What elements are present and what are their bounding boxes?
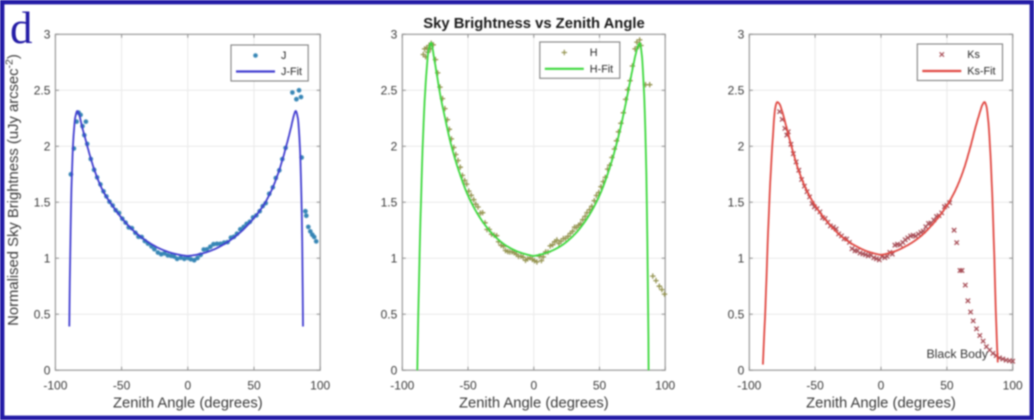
svg-text:1.5: 1.5	[728, 196, 745, 210]
svg-text:2: 2	[44, 140, 51, 154]
svg-text:Normalised Sky Brightness (uJy: Normalised Sky Brightness (uJy arcsec-2)	[4, 54, 22, 326]
svg-text:Zenith Angle (degrees): Zenith Angle (degrees)	[806, 396, 956, 412]
svg-text:Zenith Angle (degrees): Zenith Angle (degrees)	[113, 396, 263, 412]
svg-text:0.5: 0.5	[34, 308, 51, 322]
svg-text:50: 50	[247, 379, 261, 393]
svg-text:100: 100	[310, 379, 330, 393]
svg-text:1: 1	[44, 252, 51, 266]
svg-text:Sky Brightness vs Zenith Angle: Sky Brightness vs Zenith Angle	[423, 16, 644, 32]
svg-text:2.5: 2.5	[728, 84, 745, 98]
svg-text:50: 50	[593, 379, 607, 393]
svg-text:J: J	[281, 50, 286, 62]
svg-text:2.5: 2.5	[381, 84, 398, 98]
svg-text:100: 100	[655, 379, 675, 393]
svg-text:3: 3	[44, 28, 51, 42]
svg-text:1.5: 1.5	[34, 196, 51, 210]
svg-text:0: 0	[738, 364, 745, 378]
svg-text:0: 0	[530, 379, 537, 393]
svg-text:H-Fit: H-Fit	[590, 63, 613, 75]
svg-text:Black Body: Black Body	[926, 347, 988, 361]
svg-text:-100: -100	[43, 379, 67, 393]
svg-text:3: 3	[738, 28, 745, 42]
svg-text:Zenith Angle (degrees): Zenith Angle (degrees)	[459, 396, 609, 412]
svg-text:-100: -100	[390, 379, 414, 393]
svg-text:2.5: 2.5	[34, 84, 51, 98]
svg-text:1.5: 1.5	[381, 196, 398, 210]
svg-text:d: d	[10, 3, 33, 53]
svg-text:-50: -50	[113, 379, 131, 393]
svg-text:0: 0	[878, 379, 885, 393]
svg-text:Ks: Ks	[967, 49, 980, 61]
svg-text:1: 1	[391, 252, 398, 266]
svg-text:1: 1	[738, 252, 745, 266]
svg-text:0: 0	[391, 364, 398, 378]
svg-text:Ks-Fit: Ks-Fit	[967, 66, 995, 78]
svg-text:0: 0	[44, 364, 51, 378]
svg-text:0.5: 0.5	[381, 308, 398, 322]
svg-text:3: 3	[391, 28, 398, 42]
svg-text:2: 2	[738, 140, 745, 154]
svg-text:-50: -50	[459, 379, 477, 393]
svg-text:0: 0	[184, 379, 191, 393]
svg-text:J-Fit: J-Fit	[281, 66, 302, 78]
svg-text:H: H	[590, 47, 598, 59]
svg-text:0.5: 0.5	[728, 308, 745, 322]
svg-text:-50: -50	[806, 379, 824, 393]
svg-text:50: 50	[940, 379, 954, 393]
svg-text:-100: -100	[737, 379, 761, 393]
svg-text:100: 100	[1003, 379, 1023, 393]
svg-text:2: 2	[391, 140, 398, 154]
